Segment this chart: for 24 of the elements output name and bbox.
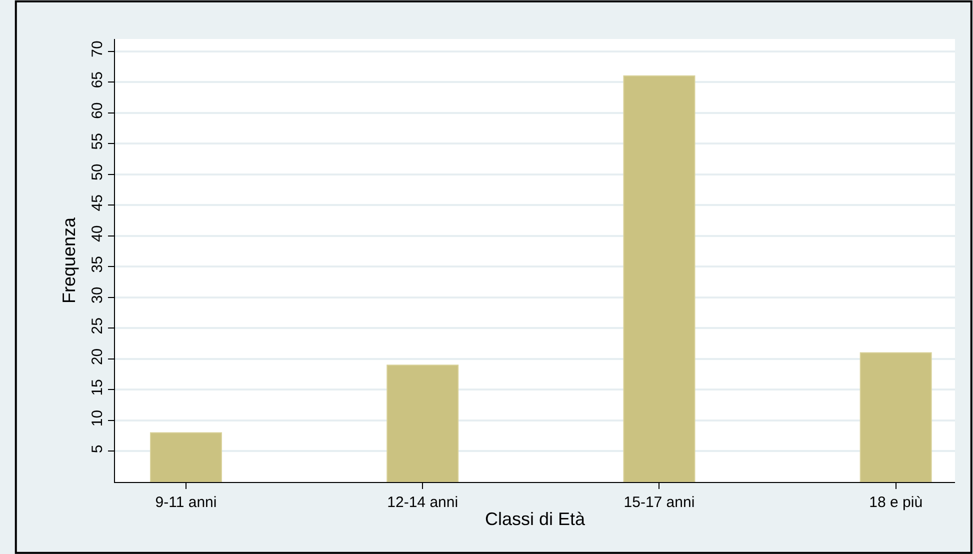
y-tick-label: 10 [89,410,106,427]
y-tick-label: 30 [89,286,106,304]
y-tick-label: 55 [89,133,106,150]
x-tick-label: 12-14 anni [387,494,458,511]
bar [623,75,696,482]
bar [150,432,222,482]
x-tick-label: 18 e più [869,494,923,511]
y-tick-label: 45 [89,194,106,212]
bar [386,364,459,482]
bar [860,352,932,482]
x-tick-label: 9-11 anni [155,494,217,511]
y-tick-label: 35 [89,256,106,273]
y-tick-label: 60 [89,102,106,119]
y-tick-label: 50 [89,164,106,180]
y-tick-label: 20 [89,348,106,366]
y-tick-label: 40 [89,225,106,242]
y-tick-label: 15 [89,379,106,396]
y-tick-label: 5 [89,444,106,454]
y-tick-label: 65 [89,71,106,88]
x-tick-label: 15-17 anni [624,494,695,511]
y-tick-label: 70 [89,40,106,58]
y-axis-title: Frequenza [59,216,80,304]
y-tick-label: 25 [89,318,106,334]
x-axis-title: Classi di Età [484,509,586,530]
